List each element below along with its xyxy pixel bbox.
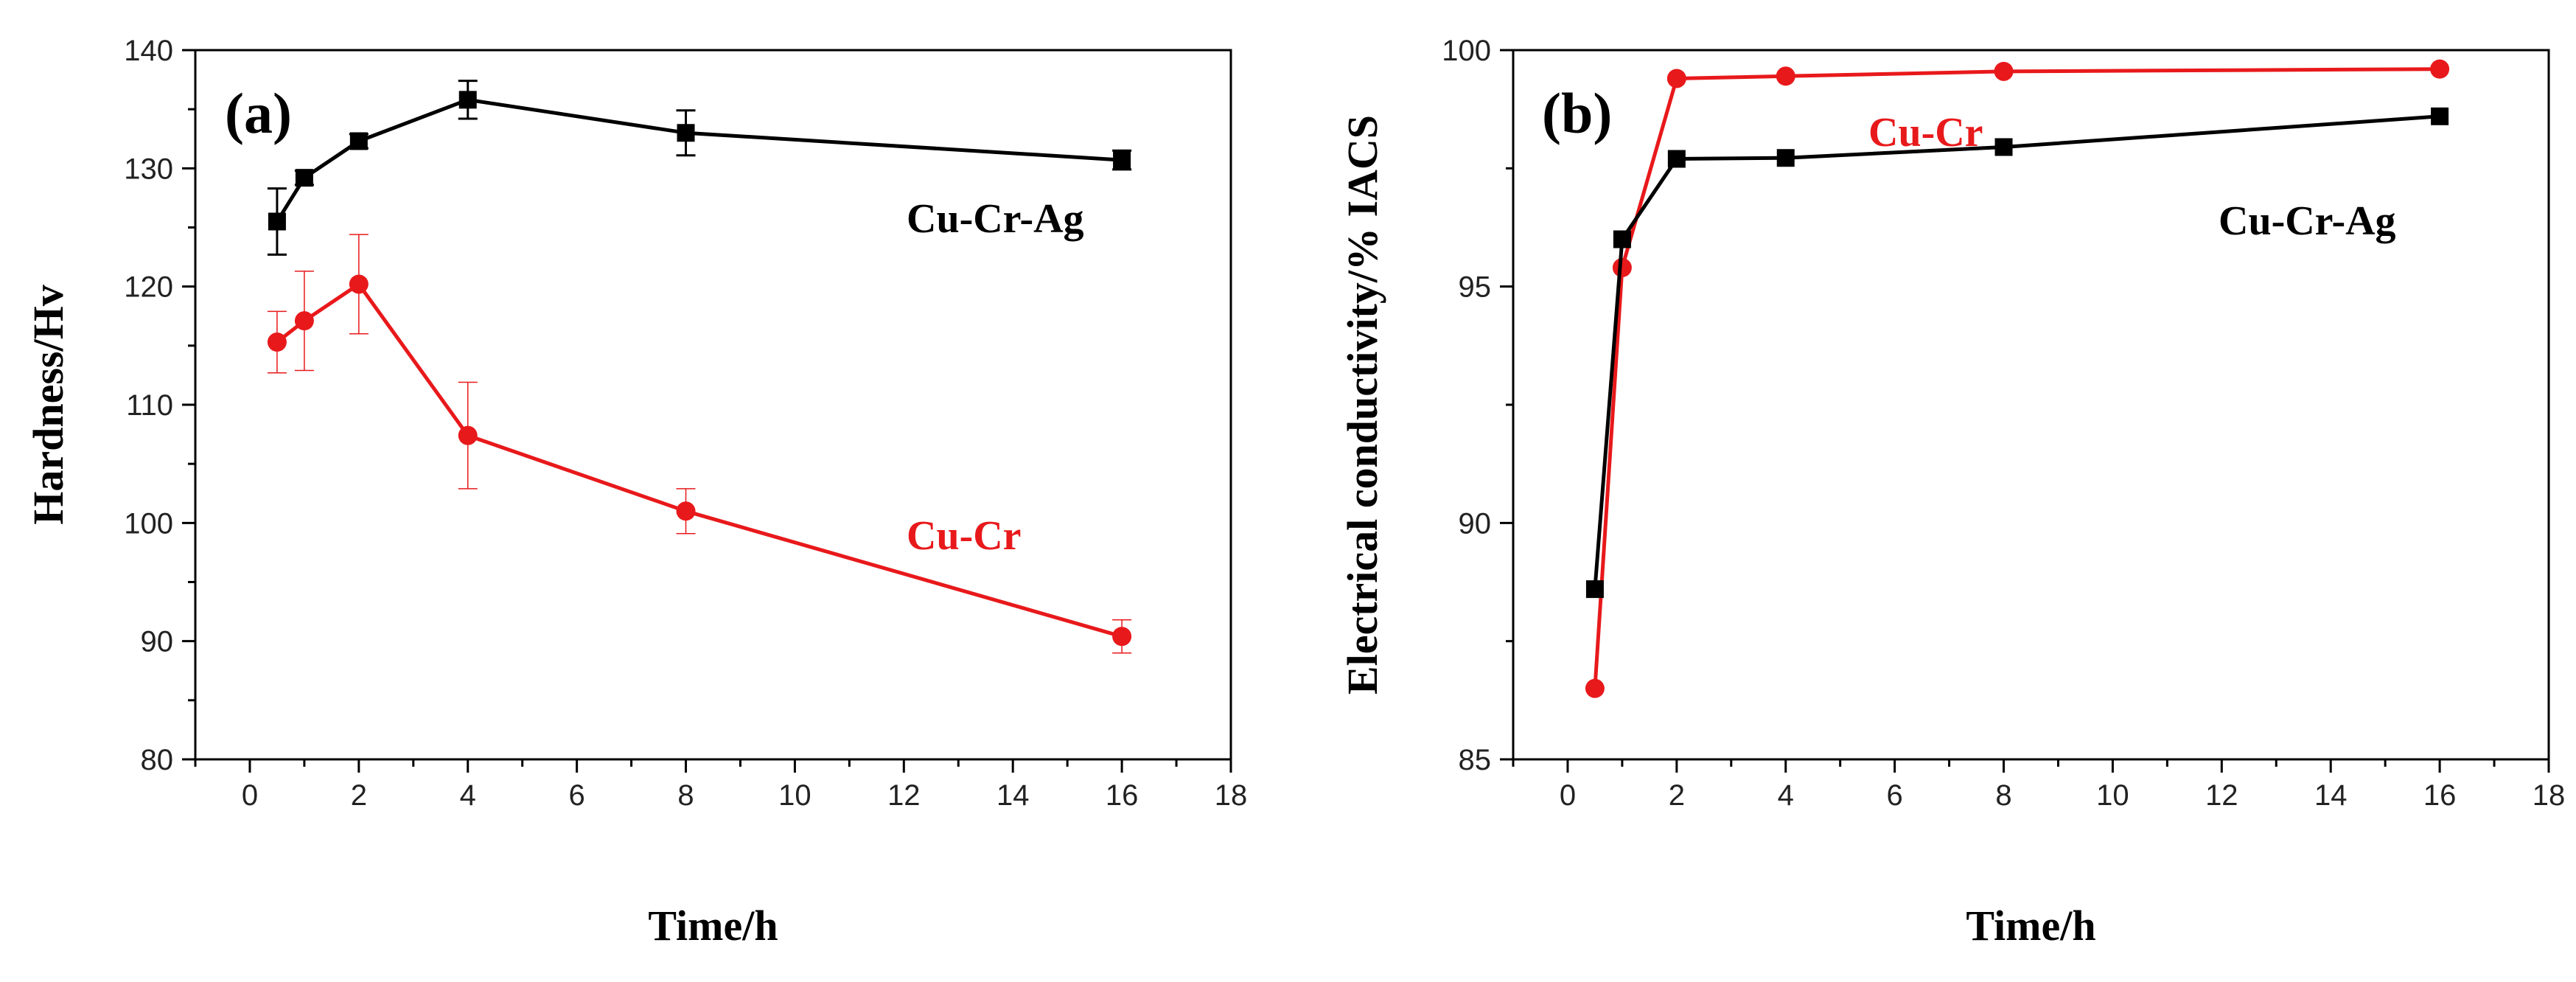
data-point	[1666, 69, 1686, 88]
y-tick-label: 85	[1459, 744, 1492, 776]
series-label: Cu-Cr-Ag	[907, 196, 1084, 242]
series-cu-cr-ag: Cu-Cr-Ag	[267, 80, 1132, 256]
x-tick-label: 14	[996, 779, 1030, 812]
y-tick-label: 100	[124, 507, 173, 540]
data-point	[1113, 151, 1131, 170]
y-tick-label: 120	[124, 271, 173, 304]
y-tick-label: 100	[1442, 35, 1491, 67]
data-point	[676, 501, 696, 521]
x-tick-label: 6	[569, 779, 585, 812]
series-cu-cr: Cu-Cr	[1585, 59, 2450, 698]
series-line	[276, 282, 1123, 638]
x-tick-label: 8	[677, 779, 694, 812]
panel-a-hardness-chart: 0 2 4 6 8 10 12 14 16 18 80 90 100 110 120 130 140 Time/h…	[24, 35, 1247, 950]
data-point	[1585, 678, 1605, 698]
data-point	[295, 169, 313, 187]
data-point	[1994, 138, 2013, 156]
x-tick-label: 12	[2205, 779, 2238, 812]
y-tick-label: 110	[126, 389, 173, 422]
x-tick-label: 4	[460, 779, 476, 812]
y-axis-title: Electrical conductivity/% IACS	[1338, 115, 1386, 694]
data-point	[1585, 580, 1604, 599]
series-line	[1593, 67, 2440, 689]
data-point	[458, 91, 477, 109]
data-point	[1776, 149, 1795, 167]
x-tick-label: 0	[1560, 779, 1576, 812]
y-tick-label: 90	[141, 626, 174, 658]
x-tick-label: 10	[2096, 779, 2129, 812]
panel-label: (a)	[225, 81, 292, 145]
x-tick-label: 10	[778, 779, 811, 812]
data-point	[1613, 230, 1631, 248]
series-label: Cu-Cr-Ag	[2219, 198, 2396, 244]
data-point	[1112, 627, 1132, 647]
y-tick-label: 140	[124, 35, 173, 67]
data-point	[458, 425, 478, 445]
x-tick-label: 12	[887, 779, 921, 812]
y-tick-label: 80	[141, 744, 174, 776]
data-point	[267, 332, 287, 352]
data-point	[1612, 258, 1632, 278]
series-cu-cr-ag: Cu-Cr-Ag	[1585, 107, 2449, 599]
panel-b-conductivity-chart: 0 2 4 6 8 10 12 14 16 18 85 90 95 100 Time/h Electrical…	[1338, 35, 2565, 950]
data-point	[1994, 61, 2014, 81]
y-tick-label: 90	[1459, 507, 1492, 540]
data-point	[1776, 66, 1795, 86]
x-tick-label: 14	[2314, 779, 2348, 812]
data-point	[294, 311, 314, 331]
y-tick-label: 130	[124, 153, 173, 185]
data-point	[1667, 150, 1686, 168]
x-tick-label: 0	[242, 779, 258, 812]
data-point	[268, 212, 286, 231]
panel-label: (b)	[1542, 81, 1612, 145]
x-tick-label: 2	[1669, 779, 1685, 812]
y-axis-title: Hardness/Hv	[24, 285, 72, 525]
series-cu-cr: Cu-Cr	[267, 234, 1132, 654]
x-tick-label: 18	[2533, 779, 2566, 812]
data-point	[2430, 59, 2450, 79]
x-tick-label: 4	[1778, 779, 1794, 812]
x-tick-label: 16	[2423, 779, 2457, 812]
x-tick-label: 16	[1106, 779, 1139, 812]
data-point	[349, 132, 368, 150]
data-point	[2431, 107, 2449, 125]
x-tick-label: 2	[351, 779, 367, 812]
data-point	[677, 124, 695, 142]
series-line	[1593, 114, 2440, 590]
x-axis-title: Time/h	[648, 902, 778, 950]
x-tick-label: 18	[1215, 779, 1248, 812]
data-point	[349, 274, 369, 294]
x-tick-label: 8	[1995, 779, 2011, 812]
x-tick-label: 6	[1887, 779, 1903, 812]
y-tick-label: 95	[1459, 271, 1492, 304]
series-label: Cu-Cr	[907, 513, 1022, 559]
x-axis-title: Time/h	[1966, 902, 2095, 950]
